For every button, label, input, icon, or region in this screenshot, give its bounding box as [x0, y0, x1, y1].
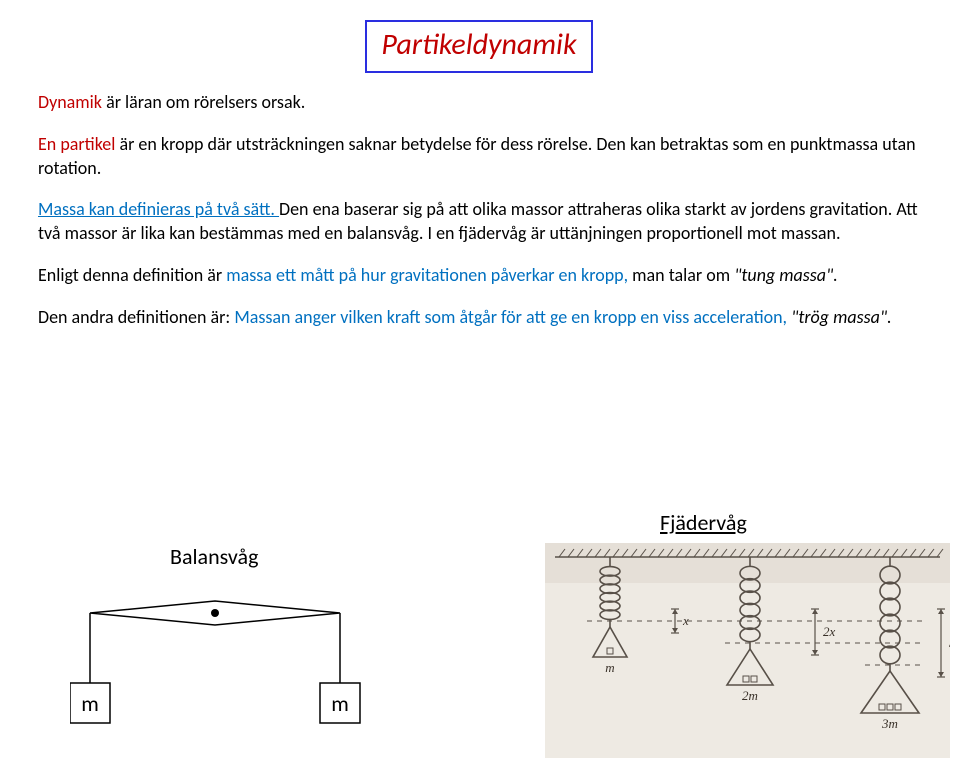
para-1: Dynamik är läran om rörelsers orsak.: [38, 91, 920, 115]
p5-term: "trög massa".: [787, 306, 892, 328]
mass-left-label: m: [81, 690, 99, 717]
para-5: Den andra definitionen är: Massan anger …: [38, 306, 920, 330]
para-2: En partikel är en kropp där utsträckning…: [38, 133, 920, 181]
svg-text:3m: 3m: [881, 716, 898, 731]
p2-rest: är en kropp där utsträckningen saknar be…: [38, 133, 916, 179]
p4-def: massa ett mått på hur gravitationen påve…: [226, 264, 628, 286]
p4-a: Enligt denna definition är: [38, 264, 226, 286]
p2-term: En partikel: [38, 133, 115, 155]
balance-diagram: m m: [70, 583, 370, 763]
p5-def: Massan anger vilken kraft som åtgår för …: [234, 306, 787, 328]
svg-text:2x: 2x: [823, 624, 836, 639]
p4-c: man talar om: [628, 264, 734, 286]
p3-lead: Massa kan definieras på två sätt.: [38, 198, 279, 220]
svg-text:3x: 3x: [948, 635, 950, 650]
svg-text:x: x: [682, 613, 689, 628]
svg-text:m: m: [605, 660, 614, 675]
balance-label: Balansvåg: [170, 543, 258, 570]
mass-right-label: m: [331, 690, 349, 717]
para-3: Massa kan definieras på två sätt. Den en…: [38, 198, 920, 246]
p5-a: Den andra definitionen är:: [38, 306, 234, 328]
p4-term: "tung massa".: [734, 264, 838, 286]
svg-text:2m: 2m: [742, 688, 758, 703]
spring-label: Fjädervåg: [660, 509, 747, 536]
spring-diagram: m 2m 3m x 2x 3x: [545, 543, 950, 758]
page-title: Partikeldynamik: [381, 26, 576, 63]
p1-term: Dynamik: [38, 91, 102, 113]
p1-rest: är läran om rörelsers orsak.: [102, 91, 305, 113]
heading-box: Partikeldynamik: [365, 20, 592, 73]
para-4: Enligt denna definition är massa ett måt…: [38, 264, 920, 288]
